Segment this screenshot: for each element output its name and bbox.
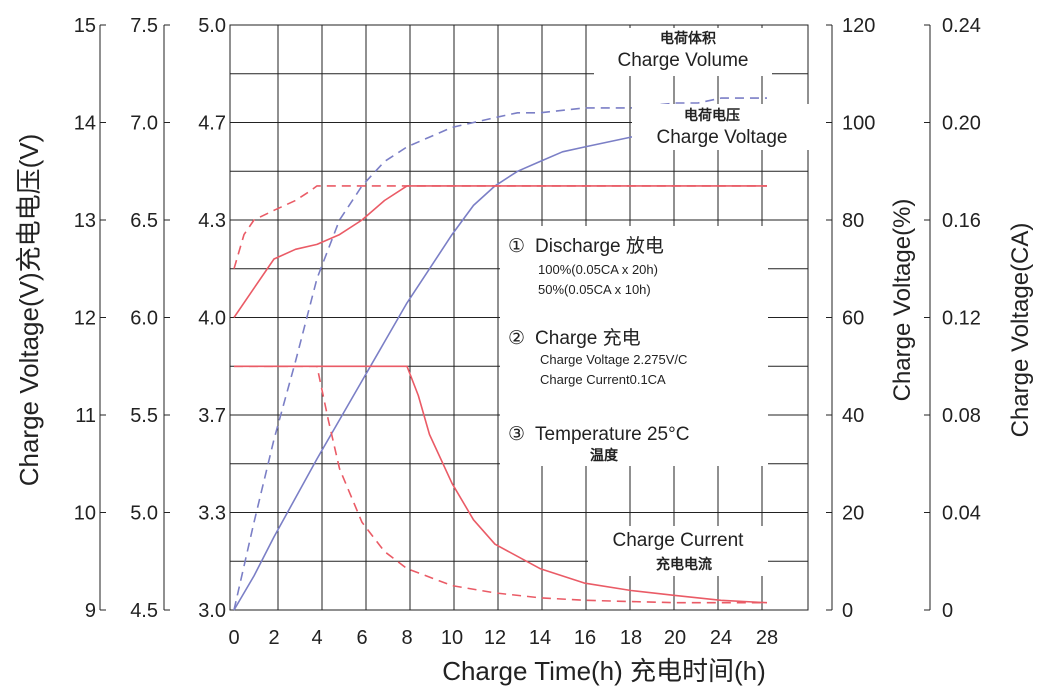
series-voltage-50-line bbox=[233, 185, 767, 270]
x-tick-label: 14 bbox=[529, 627, 551, 649]
legend: ① Discharge 放电 100%(0.05CA x 20h) 50%(0.0… bbox=[500, 226, 768, 466]
left-inner-tick-label: 4.0 bbox=[198, 308, 226, 330]
left-mid-tick-label: 6.5 bbox=[130, 210, 158, 232]
voltage-label-bg bbox=[632, 104, 810, 150]
right-ca-tick-label: 0.16 bbox=[942, 210, 981, 232]
right-pct-axis-title: Charge Voltage(%) bbox=[889, 199, 916, 402]
x-tick-label: 0 bbox=[228, 627, 239, 649]
volume-label-bg bbox=[594, 28, 772, 76]
x-tick-label: 28 bbox=[756, 627, 778, 649]
left-outer-tick-label: 9 bbox=[85, 600, 96, 622]
x-tick-label: 8 bbox=[401, 627, 412, 649]
series-current-100-line bbox=[234, 365, 768, 604]
x-tick-label: 6 bbox=[356, 627, 367, 649]
right-pct-tick-label: 0 bbox=[842, 600, 853, 622]
volume-label-en: Charge Volume bbox=[618, 50, 749, 71]
left-outer-tick-label: 15 bbox=[74, 15, 96, 37]
legend-item-1-line-1: 100%(0.05CA x 20h) bbox=[538, 262, 658, 277]
right-ca-tick-label: 0.20 bbox=[942, 113, 981, 135]
right-ca-tick-label: 0.08 bbox=[942, 405, 981, 427]
legend-item-1-line-2: 50%(0.05CA x 10h) bbox=[538, 282, 651, 297]
voltage-label-cn: 电荷电压 bbox=[684, 107, 740, 124]
left-inner-tick-label: 4.7 bbox=[198, 113, 226, 135]
left-mid-tick-label: 7.0 bbox=[130, 113, 158, 135]
left-outer-tick-label: 14 bbox=[74, 113, 96, 135]
right-pct-tick-label: 20 bbox=[842, 503, 864, 525]
right-pct-tick-label: 80 bbox=[842, 210, 864, 232]
left-mid-tick-label: 5.5 bbox=[130, 405, 158, 427]
x-tick-label: 4 bbox=[311, 627, 322, 649]
current-label-cn: 充电电流 bbox=[656, 556, 712, 573]
series-current-50-line bbox=[234, 365, 767, 604]
x-axis-title: Charge Time(h) 充电时间(h) bbox=[442, 656, 766, 686]
legend-item-1-title: ① Discharge 放电 bbox=[508, 235, 664, 257]
x-tick-label: 2 bbox=[268, 627, 279, 649]
right-ca-tick-label: 0.04 bbox=[942, 503, 981, 525]
left-inner-tick-label: 3.0 bbox=[198, 600, 226, 622]
right-pct-tick-label: 60 bbox=[842, 308, 864, 330]
current-label-bg bbox=[588, 526, 768, 576]
right-ca-tick-label: 0.12 bbox=[942, 308, 981, 330]
legend-item-3-title: ③ Temperature 25°C bbox=[508, 424, 689, 445]
left-inner-tick-label: 3.7 bbox=[198, 405, 226, 427]
x-tick-label: 18 bbox=[620, 627, 642, 649]
x-tick-label: 12 bbox=[484, 627, 506, 649]
right-pct-tick-label: 100 bbox=[842, 113, 875, 135]
left-mid-tick-label: 6.0 bbox=[130, 308, 158, 330]
left-mid-tick-label: 7.5 bbox=[130, 15, 158, 37]
legend-item-2-line-2: Charge Current0.1CA bbox=[540, 372, 666, 387]
legend-item-2-line-1: Charge Voltage 2.275V/C bbox=[540, 352, 687, 367]
left-mid-tick-label: 5.0 bbox=[130, 503, 158, 525]
voltage-label-en: Charge Voltage bbox=[657, 127, 788, 148]
left-axis-title: Charge Voltage(V)充电电压(V) bbox=[14, 134, 44, 487]
legend-item-2-title: ② Charge 充电 bbox=[508, 327, 641, 349]
x-tick-label: 20 bbox=[664, 627, 686, 649]
x-tick-label: 16 bbox=[574, 627, 596, 649]
right-ca-tick-label: 0 bbox=[942, 600, 953, 622]
left-outer-tick-label: 11 bbox=[75, 405, 96, 427]
left-outer-tick-label: 13 bbox=[74, 210, 96, 232]
left-outer-tick-label: 12 bbox=[74, 308, 96, 330]
volume-label-cn: 电荷体积 bbox=[660, 30, 716, 47]
left-outer-tick-label: 10 bbox=[74, 503, 96, 525]
axis-ticks: 9 10 11 12 13 14 15 4.5 5.0 5.5 6.0 6.5 7.0 7.5 3.0 3.3… bbox=[74, 15, 981, 649]
x-tick-label: 24 bbox=[710, 627, 732, 649]
left-inner-tick-label: 4.3 bbox=[198, 210, 226, 232]
right-pct-tick-label: 120 bbox=[842, 15, 875, 37]
legend-item-3-line-1: 温度 bbox=[590, 447, 619, 464]
current-label-en: Charge Current bbox=[613, 530, 745, 551]
right-ca-axis-title: Charge Voltage(CA) bbox=[1007, 223, 1034, 438]
series-voltage-100-line bbox=[233, 185, 767, 318]
right-ca-tick-label: 0.24 bbox=[942, 15, 981, 37]
left-inner-tick-label: 5.0 bbox=[198, 15, 226, 37]
right-pct-tick-label: 40 bbox=[842, 405, 864, 427]
x-tick-label: 10 bbox=[441, 627, 463, 649]
left-mid-tick-label: 4.5 bbox=[130, 600, 158, 622]
left-inner-tick-label: 3.3 bbox=[198, 503, 226, 525]
